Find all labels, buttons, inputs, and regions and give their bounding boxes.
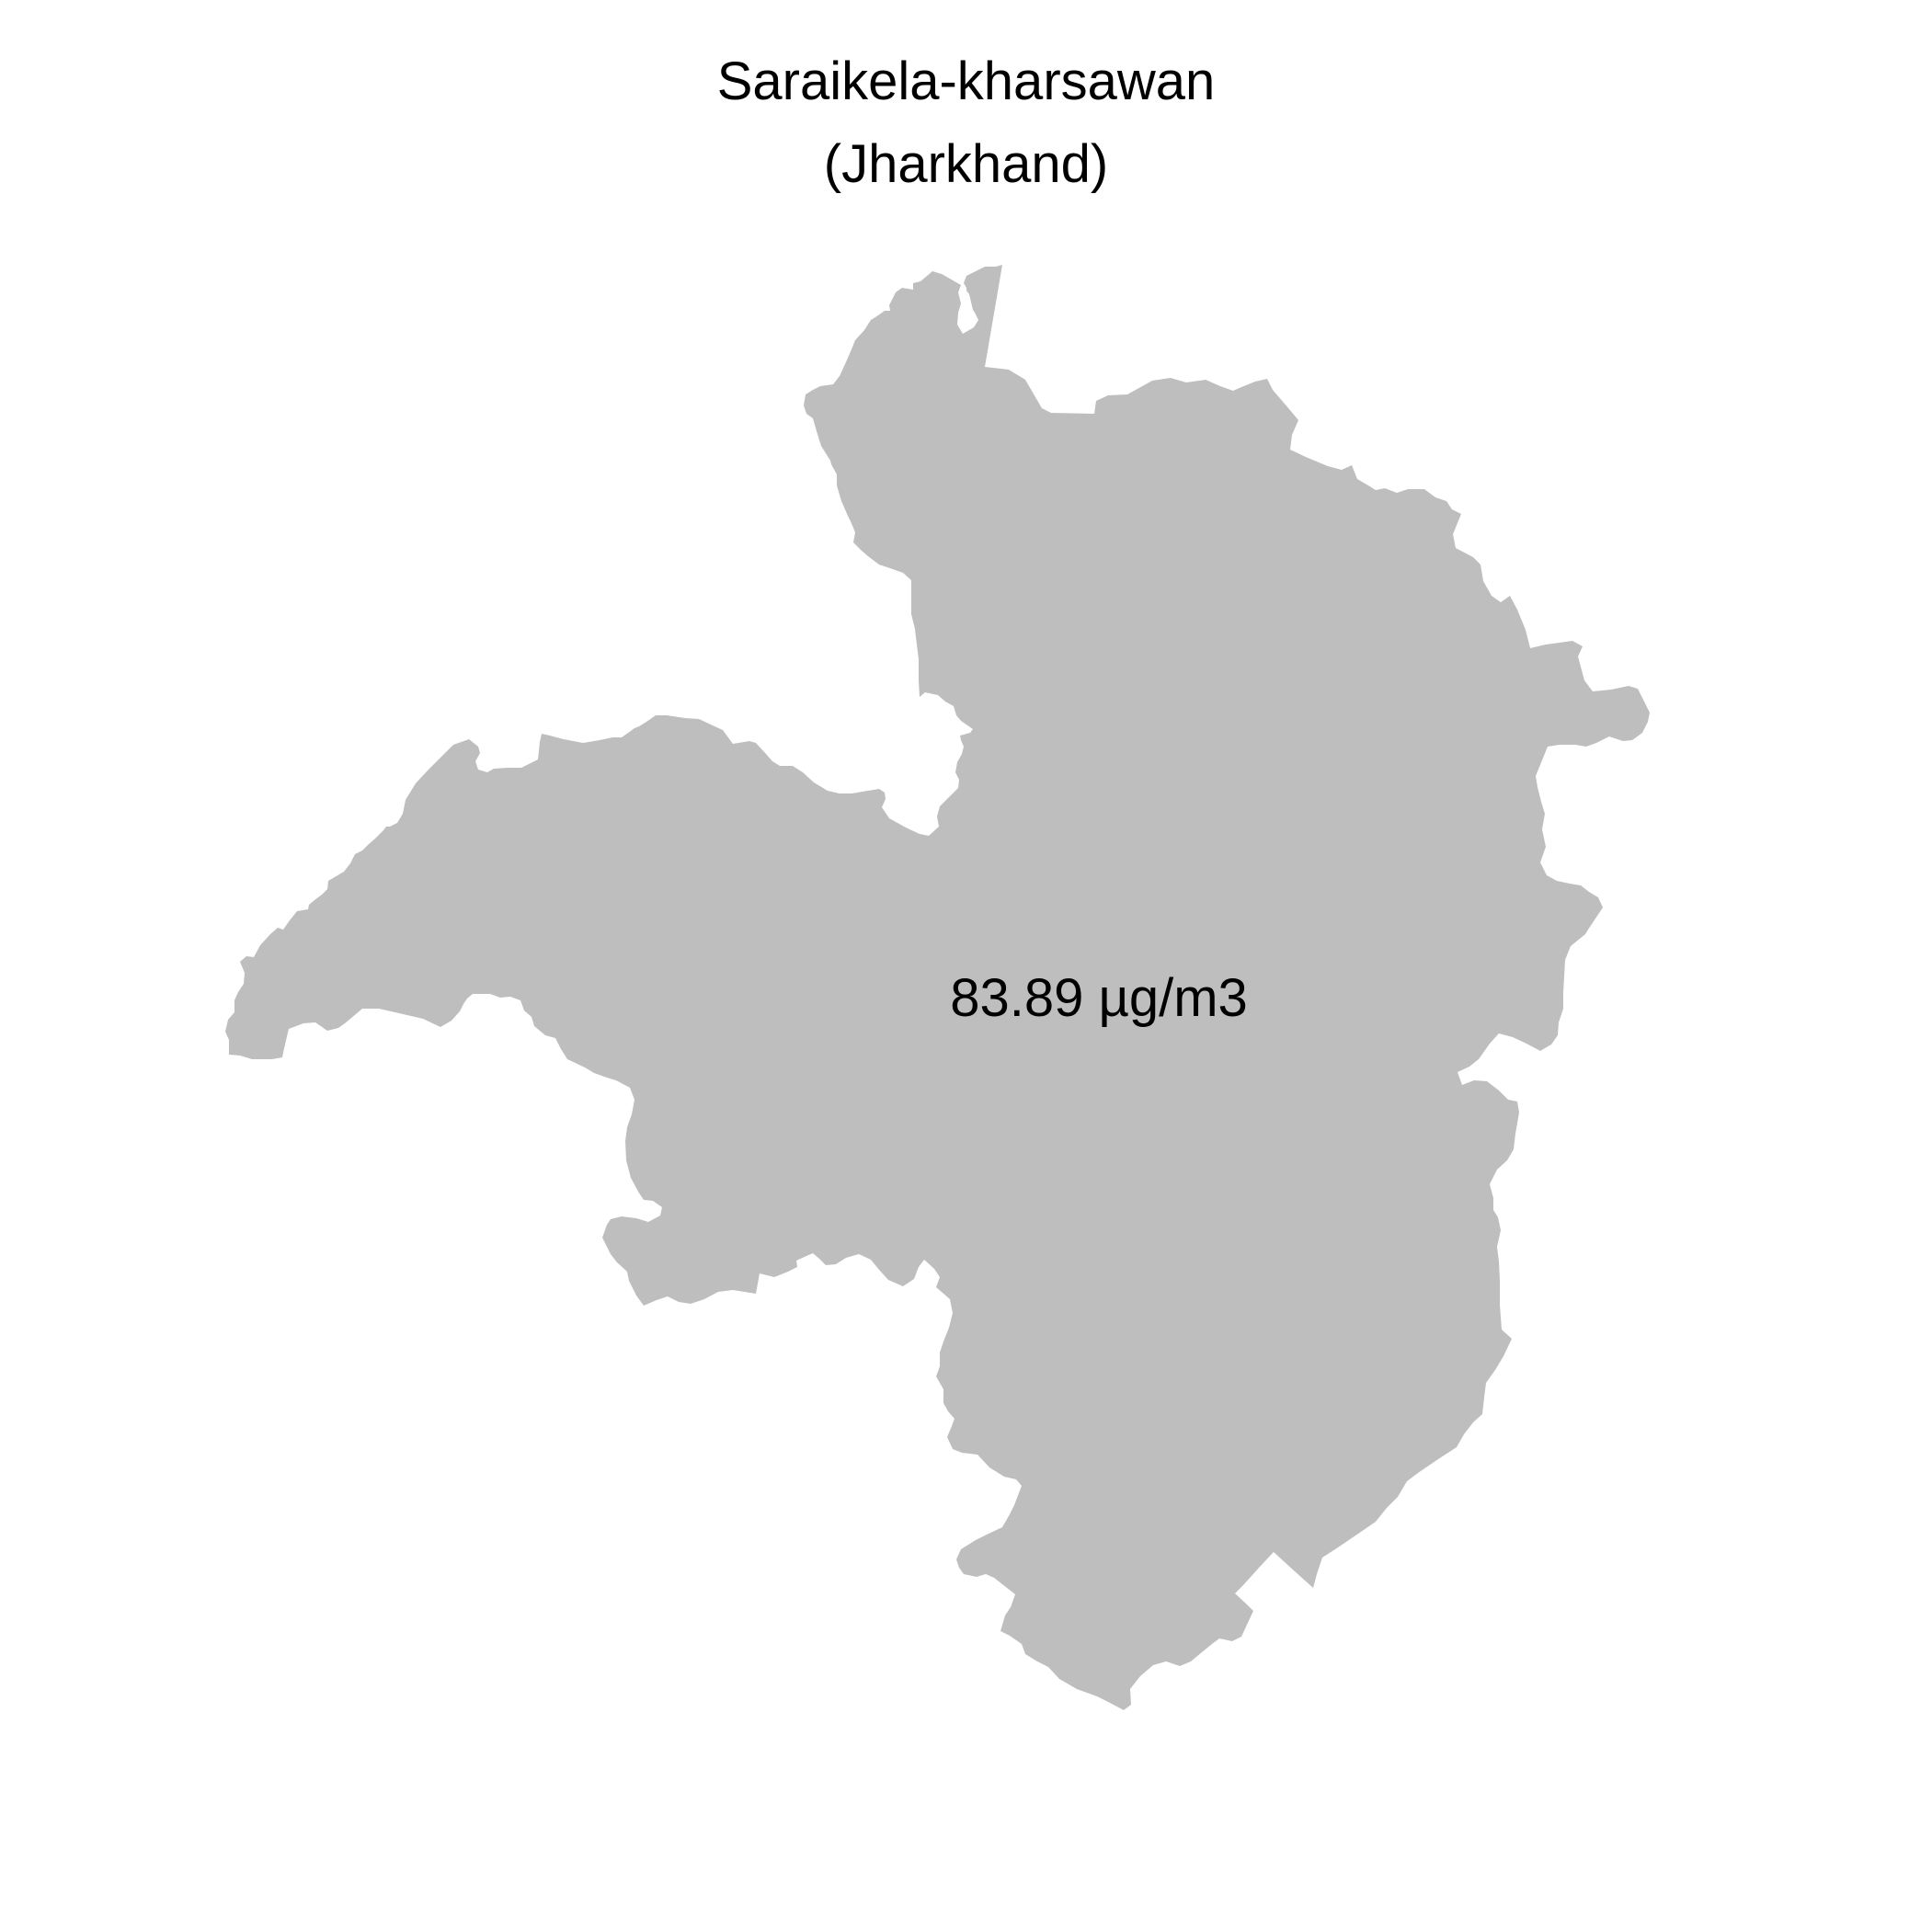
- aqi-value-label: 83.89 µg/m3: [950, 968, 1248, 1028]
- map-title: Saraikela-kharsawan: [716, 51, 1216, 111]
- map-subtitle: (Jharkhand): [823, 134, 1109, 194]
- district-shape: [225, 265, 1650, 1710]
